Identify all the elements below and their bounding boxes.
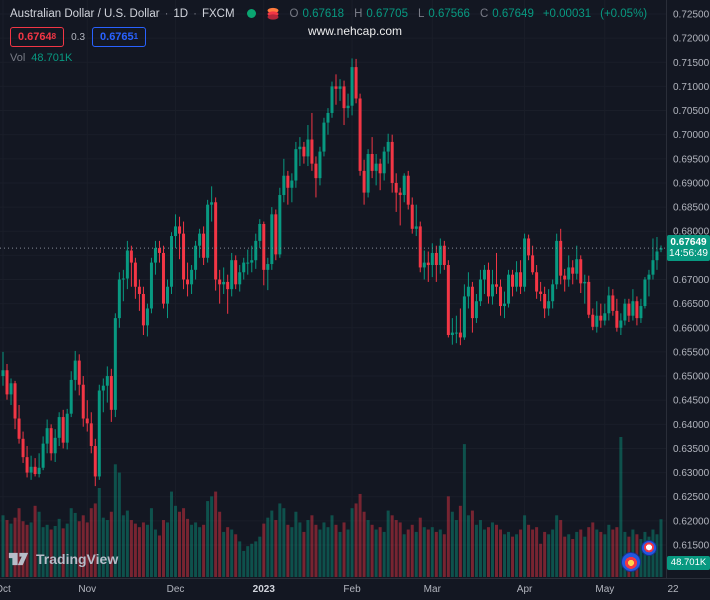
change-percent: (+0.05%) (600, 7, 648, 20)
sell-price-sup: 8 (51, 32, 57, 41)
close-value: 0.67649 (492, 7, 534, 20)
volume-label: Vol (10, 52, 26, 64)
svg-text:0.65500: 0.65500 (673, 347, 710, 358)
high-label: H (354, 7, 363, 20)
svg-text:0.65000: 0.65000 (673, 372, 710, 383)
svg-text:0.62000: 0.62000 (673, 516, 710, 527)
svg-text:0.71500: 0.71500 (673, 58, 710, 69)
svg-text:22: 22 (667, 584, 679, 595)
svg-text:0.66500: 0.66500 (673, 299, 710, 310)
svg-text:0.70000: 0.70000 (673, 130, 710, 141)
open-label: O (289, 7, 299, 20)
svg-text:0.67000: 0.67000 (673, 275, 710, 286)
time-axis[interactable] (0, 578, 710, 600)
low-label: L (417, 7, 425, 20)
last-price-value: 0.67649 (670, 237, 707, 249)
volume-legend: Vol 48.701K (10, 52, 72, 64)
svg-text:0.64500: 0.64500 (673, 396, 710, 407)
svg-text:0.69500: 0.69500 (673, 154, 710, 165)
svg-text:0.63500: 0.63500 (673, 444, 710, 455)
svg-text:0.61500: 0.61500 (673, 541, 710, 552)
buy-button[interactable]: 0.67651 (92, 27, 147, 47)
market-status-icon[interactable] (246, 9, 256, 18)
svg-text:2023: 2023 (253, 584, 276, 595)
svg-text:Feb: Feb (343, 584, 361, 595)
separator: · (164, 7, 169, 20)
svg-text:0.70500: 0.70500 (673, 106, 710, 117)
legend: Australian Dollar / U.S. Dollar · 1D · F… (10, 7, 647, 20)
coin-stack-icon[interactable] (266, 7, 280, 20)
svg-text:May: May (595, 584, 614, 595)
buy-price-sup: 1 (133, 32, 139, 41)
bar-countdown: 14:56:49 (669, 248, 708, 260)
svg-text:0.72000: 0.72000 (673, 34, 710, 45)
svg-text:0.68500: 0.68500 (673, 203, 710, 214)
svg-text:0.72500: 0.72500 (673, 10, 710, 21)
svg-text:0.69000: 0.69000 (673, 178, 710, 189)
close-label: C (479, 7, 489, 20)
exchange-name[interactable]: FXCM (201, 7, 235, 20)
badge-group (620, 540, 658, 576)
tradingview-logo-text: TradingView (36, 551, 119, 567)
watermark-text: www.nehcap.com (307, 24, 403, 38)
sell-price: 0.6764 (18, 31, 52, 43)
change-value: +0.00031 (542, 7, 592, 20)
svg-text:0.63000: 0.63000 (673, 468, 710, 479)
tradingview-logo-icon (8, 552, 29, 566)
svg-text:Oct: Oct (0, 584, 11, 595)
quote-panel: 0.67648 0.3 0.67651 (10, 27, 147, 47)
emoji-badge-icon[interactable] (641, 540, 657, 556)
symbol-title[interactable]: Australian Dollar / U.S. Dollar (10, 7, 160, 20)
low-value: 0.67566 (428, 7, 470, 20)
svg-text:0.62500: 0.62500 (673, 492, 710, 503)
svg-text:Nov: Nov (78, 584, 96, 595)
emoji-badge-icon[interactable] (621, 552, 641, 572)
tradingview-logo[interactable]: TradingView (8, 549, 118, 569)
svg-text:Apr: Apr (517, 584, 533, 595)
volume-axis-flag: 48.701K (667, 556, 710, 570)
buy-price: 0.6765 (100, 31, 134, 43)
svg-text:Mar: Mar (424, 584, 442, 595)
open-value: 0.67618 (302, 7, 345, 20)
svg-text:0.66000: 0.66000 (673, 323, 710, 334)
svg-text:0.71000: 0.71000 (673, 82, 710, 93)
svg-text:Dec: Dec (167, 584, 185, 595)
high-value: 0.67705 (366, 7, 408, 20)
price-axis[interactable] (667, 0, 710, 578)
svg-text:0.68000: 0.68000 (673, 227, 710, 238)
separator: · (193, 7, 197, 20)
volume-value: 48.701K (31, 52, 73, 64)
svg-text:0.64000: 0.64000 (673, 420, 710, 431)
last-price-flag: 0.67649 14:56:49 (667, 235, 710, 262)
interval-value[interactable]: 1D (173, 7, 189, 20)
sell-button[interactable]: 0.67648 (10, 27, 65, 47)
spread-value: 0.3 (71, 31, 86, 43)
